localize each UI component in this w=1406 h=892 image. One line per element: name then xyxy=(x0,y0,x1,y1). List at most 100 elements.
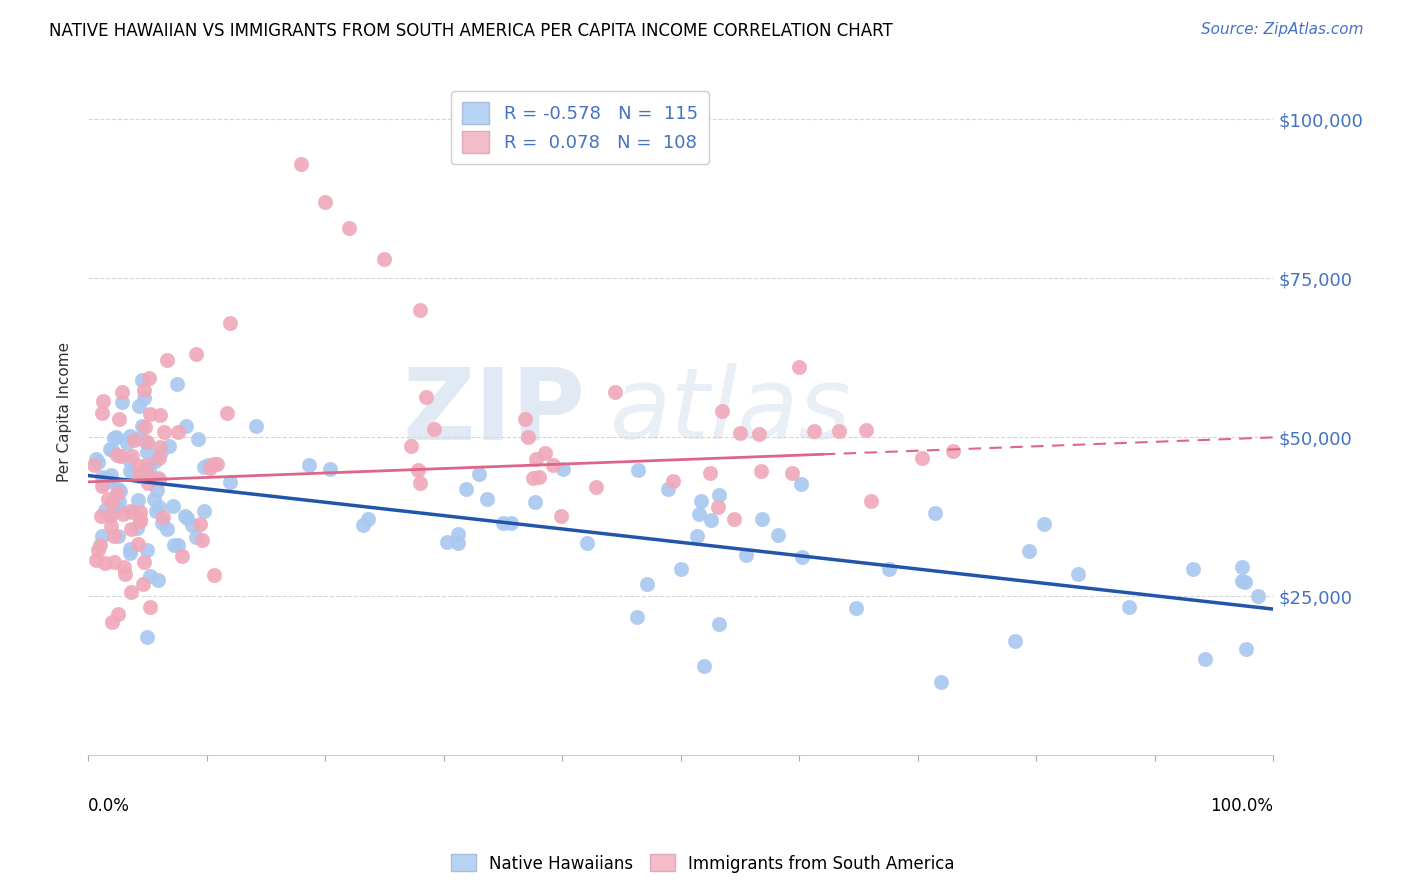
Point xyxy=(91,479,114,493)
Text: atlas: atlas xyxy=(610,363,851,460)
Point xyxy=(166,538,188,552)
Point xyxy=(193,460,215,475)
Point xyxy=(191,533,214,547)
Point xyxy=(149,409,172,423)
Point xyxy=(576,536,599,550)
Point xyxy=(551,462,574,476)
Point xyxy=(855,423,877,437)
Point xyxy=(139,599,162,614)
Point xyxy=(197,458,219,472)
Point xyxy=(108,495,131,509)
Point xyxy=(121,505,143,519)
Point xyxy=(166,376,188,391)
Point xyxy=(110,449,132,463)
Point xyxy=(790,550,813,565)
Point xyxy=(699,466,721,480)
Point xyxy=(131,419,153,434)
Point xyxy=(911,451,934,466)
Point xyxy=(1033,517,1056,532)
Point xyxy=(87,455,110,469)
Point xyxy=(83,458,105,472)
Point xyxy=(120,504,142,518)
Point xyxy=(423,422,446,436)
Point xyxy=(146,471,169,485)
Point xyxy=(135,630,157,644)
Point xyxy=(409,303,432,318)
Point xyxy=(135,445,157,459)
Point xyxy=(91,475,114,490)
Point xyxy=(134,419,156,434)
Point xyxy=(105,448,128,462)
Point xyxy=(290,157,312,171)
Point xyxy=(91,394,114,409)
Point xyxy=(318,462,340,476)
Point xyxy=(105,485,128,500)
Point xyxy=(337,220,360,235)
Point xyxy=(298,458,321,472)
Text: ZIP: ZIP xyxy=(404,363,586,460)
Point xyxy=(127,492,149,507)
Point xyxy=(135,434,157,449)
Point xyxy=(150,516,173,531)
Point xyxy=(104,500,127,515)
Point xyxy=(1246,589,1268,603)
Point xyxy=(84,452,107,467)
Point xyxy=(516,430,538,444)
Point xyxy=(627,463,650,477)
Point xyxy=(143,454,166,468)
Point xyxy=(103,505,125,519)
Point xyxy=(636,577,658,591)
Point xyxy=(139,408,162,422)
Point xyxy=(373,252,395,267)
Point xyxy=(107,482,129,496)
Point xyxy=(120,546,142,560)
Point xyxy=(735,548,758,562)
Point xyxy=(135,435,157,450)
Point xyxy=(128,468,150,483)
Point xyxy=(90,509,112,524)
Point xyxy=(475,492,498,507)
Point xyxy=(1118,599,1140,614)
Point xyxy=(101,495,124,509)
Point xyxy=(202,457,225,471)
Point xyxy=(1194,652,1216,666)
Point xyxy=(447,526,470,541)
Point xyxy=(98,508,121,523)
Point xyxy=(501,516,523,531)
Point xyxy=(112,507,135,521)
Point xyxy=(156,352,179,367)
Point xyxy=(706,500,728,515)
Point xyxy=(468,467,491,481)
Point xyxy=(828,424,851,438)
Point xyxy=(128,505,150,519)
Point xyxy=(155,522,177,536)
Point xyxy=(187,432,209,446)
Point xyxy=(748,427,770,442)
Point xyxy=(1234,575,1257,590)
Point xyxy=(129,514,152,528)
Point xyxy=(931,675,953,690)
Point xyxy=(524,452,547,467)
Point xyxy=(202,568,225,582)
Point xyxy=(100,467,122,482)
Point xyxy=(162,538,184,552)
Point xyxy=(103,529,125,543)
Point xyxy=(541,458,564,472)
Point xyxy=(550,508,572,523)
Point xyxy=(198,461,221,475)
Point xyxy=(685,529,707,543)
Point xyxy=(605,385,627,400)
Point xyxy=(184,529,207,543)
Point xyxy=(153,425,176,439)
Point xyxy=(97,491,120,506)
Point xyxy=(120,429,142,443)
Point xyxy=(456,482,478,496)
Point xyxy=(134,384,156,398)
Point xyxy=(114,567,136,582)
Point xyxy=(84,553,107,567)
Point xyxy=(446,535,468,549)
Point xyxy=(409,475,432,490)
Point xyxy=(513,411,536,425)
Point xyxy=(120,585,142,599)
Point xyxy=(157,439,180,453)
